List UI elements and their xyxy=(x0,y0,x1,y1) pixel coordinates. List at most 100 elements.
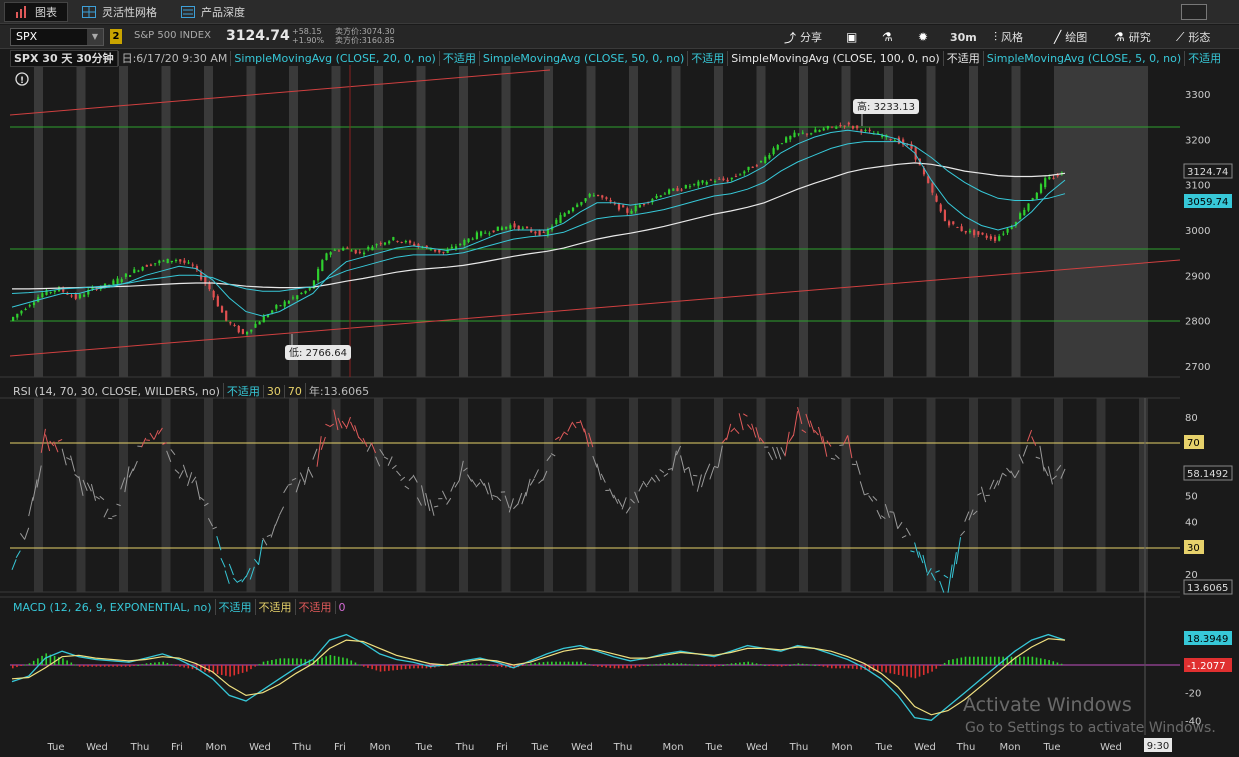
macd-bar xyxy=(722,665,724,666)
macd-bar xyxy=(814,665,816,666)
session-band-rsi xyxy=(119,398,128,592)
candle xyxy=(317,268,320,281)
time-tick: Tue xyxy=(46,742,64,753)
study-button[interactable]: ⚗ 研究 xyxy=(1110,28,1155,46)
rsi-segment xyxy=(74,473,80,479)
rsi-segment xyxy=(864,492,869,496)
session-band-rsi xyxy=(1054,398,1063,592)
tab-flex-grid[interactable]: 灵活性网格 xyxy=(72,2,167,22)
draw-button[interactable]: ╱ 绘图 xyxy=(1050,28,1091,46)
macd-bar xyxy=(525,664,528,666)
candle xyxy=(893,140,896,142)
depth-icon xyxy=(181,5,195,18)
macd-bar xyxy=(321,657,323,665)
rsi-segment xyxy=(86,482,92,492)
rsi-label[interactable]: RSI (14, 70, 30, CLOSE, WILDERS, no) xyxy=(13,384,220,398)
time-tick: Fri xyxy=(334,742,346,753)
tab-depth[interactable]: 产品深度 xyxy=(171,2,255,22)
candle xyxy=(291,297,295,299)
symbol-selector[interactable]: SPX ▼ xyxy=(10,28,104,46)
rsi-segment xyxy=(124,466,130,493)
rsi-segment xyxy=(822,436,828,457)
rsi-segment xyxy=(291,477,297,481)
rsi-segment xyxy=(700,472,707,488)
macd-bar xyxy=(918,665,921,677)
gear-icon: ✹ xyxy=(918,30,929,44)
candle xyxy=(655,195,658,199)
pattern-label: 形态 xyxy=(1188,31,1211,44)
rsi-segment xyxy=(312,448,318,460)
candle xyxy=(237,325,240,333)
rsi-segment xyxy=(943,574,949,579)
svg-text:18.3949: 18.3949 xyxy=(1187,634,1228,645)
session-band xyxy=(374,66,383,377)
macd-bar xyxy=(383,665,386,672)
settings-button[interactable]: ✹ xyxy=(914,28,932,46)
sma100-line xyxy=(12,162,1066,290)
macd-label[interactable]: MACD (12, 26, 9, EXPONENTIAL, no) xyxy=(13,600,212,614)
rsi-segment xyxy=(579,420,585,433)
tab-chart[interactable]: 图表 xyxy=(4,1,68,22)
macd-bar xyxy=(989,656,992,665)
candle xyxy=(818,130,821,132)
rsi-tick: 20 xyxy=(1185,570,1198,581)
candle xyxy=(509,225,512,229)
sma20-label[interactable]: SimpleMovingAvg (CLOSE, 20, 0, no) xyxy=(230,50,438,66)
restore-window-button[interactable] xyxy=(1181,4,1207,20)
candle xyxy=(145,264,148,267)
rsi-segment xyxy=(558,432,565,441)
flask-button[interactable]: ⚗ xyxy=(878,28,897,46)
rsi-segment xyxy=(53,441,59,453)
session-band xyxy=(1054,66,1063,377)
rsi-segment xyxy=(379,448,385,456)
macd-bar xyxy=(530,663,532,665)
rsi-segment xyxy=(517,492,523,506)
chart-title[interactable]: SPX 30 天 30分钟 xyxy=(10,49,118,67)
candle xyxy=(814,129,817,133)
style-button[interactable]: ⫶ 风格 xyxy=(990,28,1027,46)
candle xyxy=(839,125,842,127)
macd-bar xyxy=(312,660,315,665)
macd-bar xyxy=(693,664,695,666)
session-band xyxy=(289,66,298,377)
candle xyxy=(697,181,700,186)
pattern-button[interactable]: ⟋ 形态 xyxy=(1172,28,1214,46)
timeframe-button[interactable]: 30m xyxy=(946,28,981,46)
candle xyxy=(1044,178,1047,188)
link-badge[interactable]: 2 xyxy=(110,29,122,44)
macd-bar xyxy=(789,665,791,666)
macd-bar xyxy=(701,665,704,666)
macd-bar xyxy=(354,662,357,665)
chevron-down-icon[interactable]: ▼ xyxy=(87,29,103,45)
candle xyxy=(471,238,474,240)
rsi-segment xyxy=(588,432,594,448)
candle xyxy=(948,221,951,226)
candle xyxy=(939,204,942,212)
session-band-rsi xyxy=(884,398,893,592)
sma20-value: 不适用 xyxy=(438,50,479,66)
rsi-last-tag xyxy=(1183,465,1233,481)
time-tick: Tue xyxy=(414,742,432,753)
share-button[interactable]: ⤴ 分享 xyxy=(780,28,826,46)
rsi-segment xyxy=(1022,445,1028,457)
candle xyxy=(918,158,921,166)
macd-bar xyxy=(576,661,578,665)
macd-tick: -20 xyxy=(1185,689,1201,700)
session-band xyxy=(544,66,553,377)
rsi-segment xyxy=(421,485,427,506)
sma100-label[interactable]: SimpleMovingAvg (CLOSE, 100, 0, no) xyxy=(727,50,942,66)
candle xyxy=(16,313,19,318)
macd-bar xyxy=(124,665,127,667)
screenshot-button[interactable]: ▣ xyxy=(842,28,861,46)
sma50-label[interactable]: SimpleMovingAvg (CLOSE, 50, 0, no) xyxy=(478,50,687,66)
rsi-segment xyxy=(630,498,635,504)
macd-bar xyxy=(793,664,795,666)
macd-bar xyxy=(726,664,729,666)
sma5-label[interactable]: SimpleMovingAvg (CLOSE, 5, 0, no) xyxy=(982,50,1184,66)
macd-bar xyxy=(1023,656,1025,665)
candle xyxy=(977,231,980,235)
macd-bar xyxy=(876,665,879,672)
candle xyxy=(484,232,487,234)
macd-bar xyxy=(960,657,963,665)
rsi-segment xyxy=(375,456,381,467)
